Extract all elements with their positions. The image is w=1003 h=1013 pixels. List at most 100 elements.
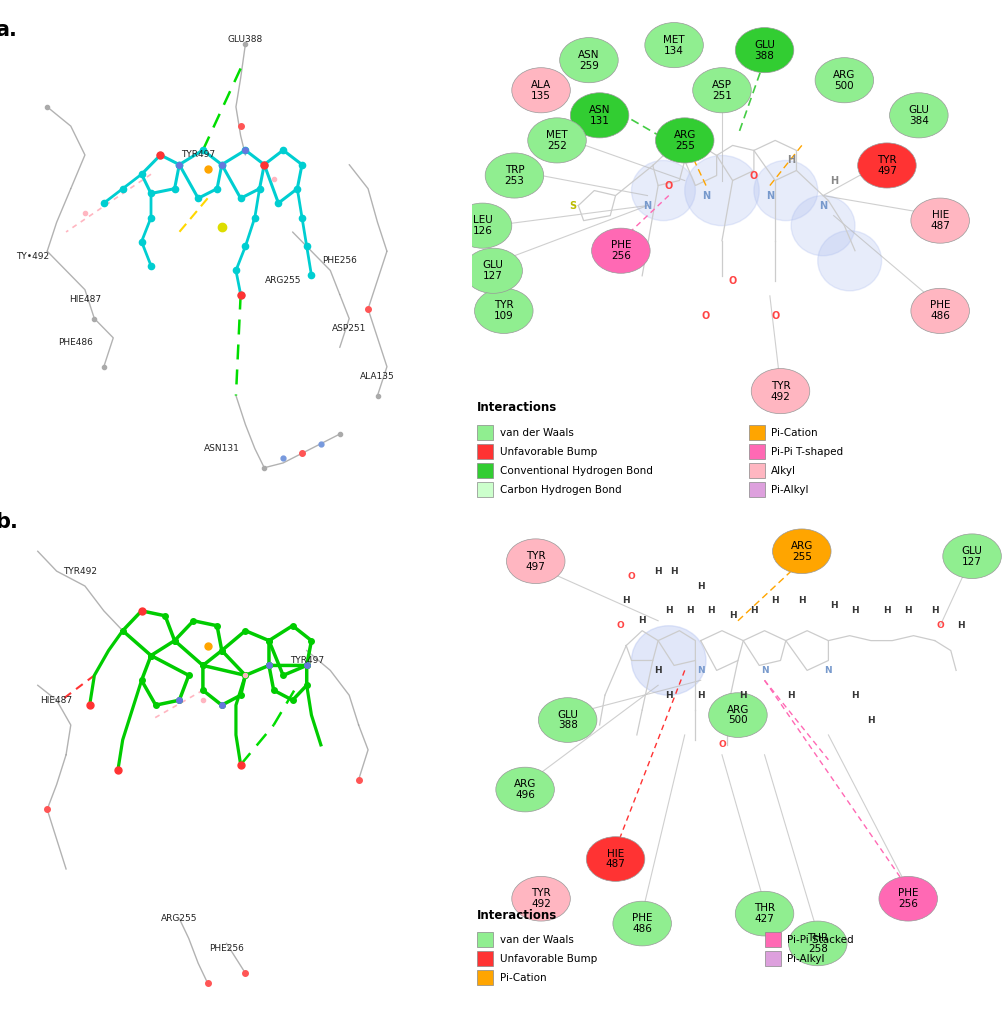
Ellipse shape — [708, 693, 766, 737]
Ellipse shape — [538, 698, 597, 743]
Ellipse shape — [559, 37, 618, 83]
Text: b.: b. — [0, 512, 18, 532]
Text: H: H — [696, 691, 704, 700]
Text: ASP251: ASP251 — [332, 324, 366, 332]
FancyBboxPatch shape — [476, 933, 492, 947]
Text: H: H — [957, 621, 964, 630]
Text: Pi-Alkyl: Pi-Alkyl — [786, 954, 823, 963]
FancyBboxPatch shape — [748, 425, 764, 441]
Ellipse shape — [512, 876, 570, 921]
Text: GLU
127: GLU 127 — [482, 260, 504, 282]
Text: ASN131: ASN131 — [204, 444, 240, 453]
Text: LEU
126: LEU 126 — [472, 215, 491, 236]
Ellipse shape — [452, 203, 512, 248]
Text: H: H — [654, 666, 661, 675]
FancyBboxPatch shape — [476, 425, 492, 441]
FancyBboxPatch shape — [748, 482, 764, 497]
Text: PHE486: PHE486 — [58, 338, 93, 347]
Text: TYR497: TYR497 — [290, 656, 323, 665]
Ellipse shape — [586, 837, 644, 881]
Text: O: O — [701, 311, 709, 321]
Text: PHE
486: PHE 486 — [631, 913, 652, 934]
Text: Conventional Hydrogen Bond: Conventional Hydrogen Bond — [499, 466, 652, 476]
Text: H: H — [654, 566, 661, 575]
Text: N: N — [818, 201, 826, 211]
Text: N: N — [765, 190, 773, 201]
Text: H: H — [867, 715, 874, 724]
FancyBboxPatch shape — [476, 445, 492, 459]
Ellipse shape — [750, 369, 809, 413]
Ellipse shape — [857, 143, 916, 188]
Text: THR
258: THR 258 — [806, 933, 827, 954]
Text: Carbon Hydrogen Bond: Carbon Hydrogen Bond — [499, 485, 621, 495]
Ellipse shape — [612, 902, 671, 946]
Ellipse shape — [889, 93, 947, 138]
Text: H: H — [786, 691, 794, 700]
Ellipse shape — [463, 248, 522, 294]
Text: H: H — [749, 607, 757, 615]
Text: Pi-Pi Stacked: Pi-Pi Stacked — [786, 935, 853, 945]
Text: Alkyl: Alkyl — [770, 466, 795, 476]
Ellipse shape — [910, 199, 969, 243]
Text: H: H — [728, 611, 735, 620]
Ellipse shape — [644, 22, 703, 68]
Text: ASN
259: ASN 259 — [578, 50, 599, 71]
Text: HIE
487: HIE 487 — [605, 849, 625, 869]
Text: ASN
131: ASN 131 — [588, 105, 610, 126]
Text: H: H — [851, 691, 858, 700]
FancyBboxPatch shape — [476, 463, 492, 478]
Text: H: H — [786, 155, 794, 165]
Text: H: H — [622, 597, 629, 606]
Text: HIE487: HIE487 — [69, 295, 101, 304]
Text: PHE256: PHE256 — [209, 944, 244, 953]
Text: van der Waals: van der Waals — [499, 935, 573, 945]
Ellipse shape — [512, 68, 570, 112]
Text: ALA135: ALA135 — [360, 372, 394, 381]
Ellipse shape — [528, 118, 586, 163]
Text: H: H — [770, 597, 778, 606]
Circle shape — [631, 160, 695, 221]
Ellipse shape — [474, 289, 533, 333]
Text: N: N — [823, 666, 831, 675]
Text: Pi-Cation: Pi-Cation — [770, 427, 816, 438]
Text: GLU
127: GLU 127 — [961, 546, 982, 566]
Text: GLU
388: GLU 388 — [557, 710, 578, 730]
Text: H: H — [664, 691, 672, 700]
Ellipse shape — [734, 891, 793, 936]
FancyBboxPatch shape — [476, 951, 492, 966]
Text: H: H — [851, 607, 858, 615]
Text: MET
252: MET 252 — [546, 130, 568, 151]
Text: TYR
492: TYR 492 — [770, 381, 789, 401]
Ellipse shape — [771, 529, 830, 573]
Text: Pi-Alkyl: Pi-Alkyl — [770, 485, 807, 495]
Text: GLU
384: GLU 384 — [908, 105, 929, 126]
Ellipse shape — [910, 289, 969, 333]
Text: van der Waals: van der Waals — [499, 427, 573, 438]
Text: TYR
492: TYR 492 — [531, 888, 551, 909]
Text: O: O — [617, 621, 624, 630]
FancyBboxPatch shape — [748, 463, 764, 478]
Text: ARG
255: ARG 255 — [673, 130, 695, 151]
Text: O: O — [936, 621, 943, 630]
Text: O: O — [749, 170, 757, 180]
Text: H: H — [664, 607, 672, 615]
Ellipse shape — [692, 68, 750, 112]
Text: H: H — [696, 581, 704, 591]
Text: ARG255: ARG255 — [265, 276, 301, 285]
Text: H: H — [670, 566, 677, 575]
Text: O: O — [717, 741, 725, 750]
Ellipse shape — [506, 539, 565, 583]
Text: H: H — [686, 607, 693, 615]
Text: PHE
256: PHE 256 — [610, 240, 631, 261]
Ellipse shape — [655, 118, 713, 163]
Circle shape — [753, 160, 816, 221]
Text: GLU388: GLU388 — [228, 35, 263, 44]
Text: H: H — [739, 691, 746, 700]
Text: N: N — [643, 201, 651, 211]
Text: PHE256: PHE256 — [322, 256, 357, 265]
FancyBboxPatch shape — [476, 970, 492, 985]
Text: TY•492: TY•492 — [16, 251, 49, 260]
Ellipse shape — [591, 228, 650, 274]
Text: S: S — [569, 201, 576, 211]
Ellipse shape — [495, 767, 554, 811]
